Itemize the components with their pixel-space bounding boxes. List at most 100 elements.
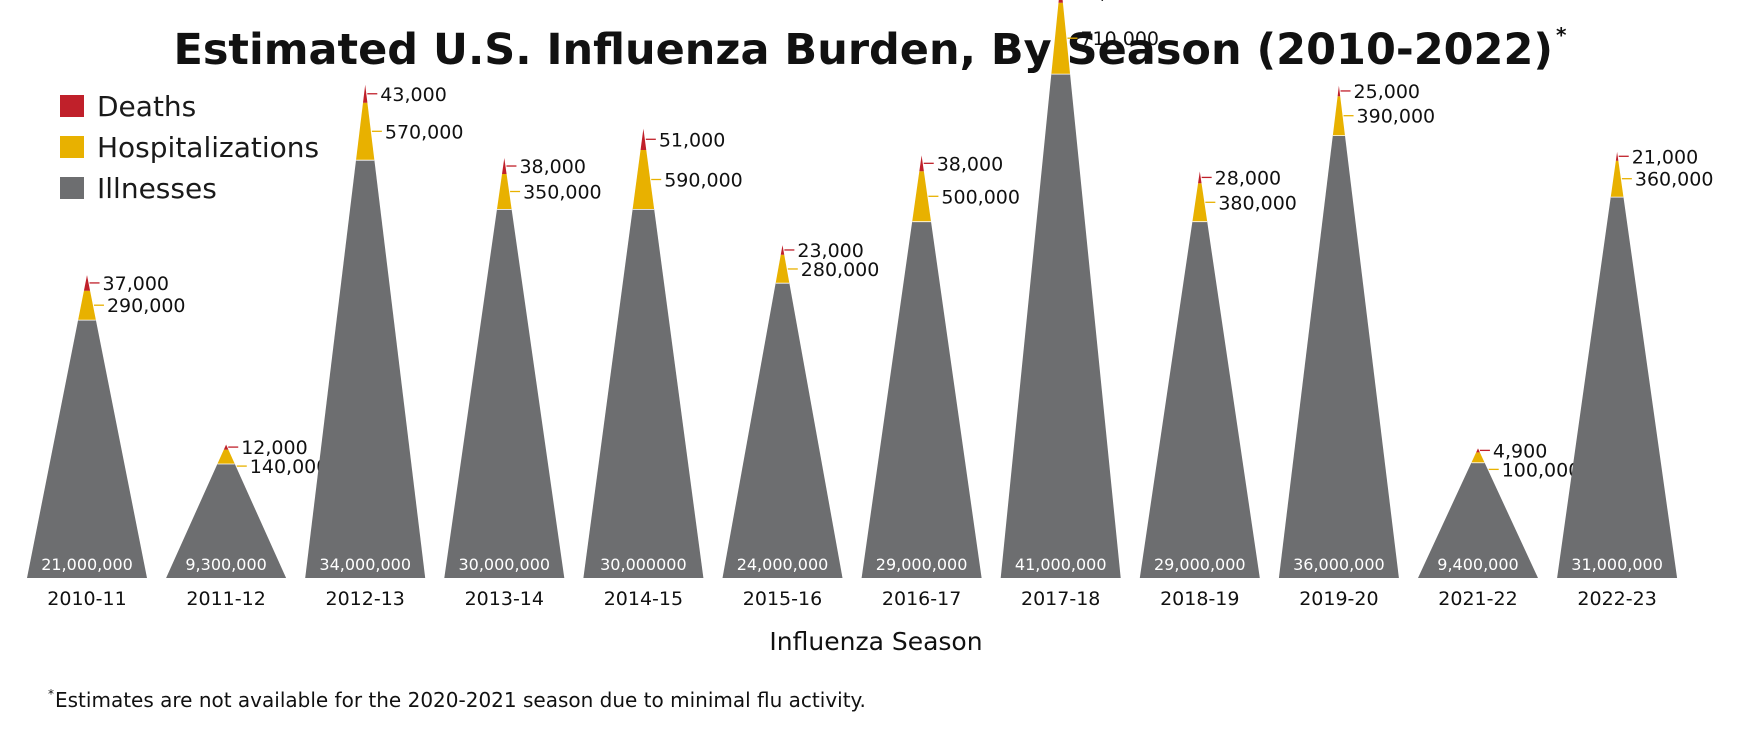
season-tick-label: 2012-13 [326, 588, 405, 610]
illness-value-label: 24,000,000 [737, 555, 829, 574]
chart-title-text: Estimated U.S. Influenza Burden, By Seas… [173, 25, 1553, 75]
legend: Deaths Hospitalizations Illnesses [60, 90, 319, 205]
legend-label-deaths: Deaths [97, 90, 196, 123]
death-value-label: 12,000 [241, 437, 307, 459]
hospitalization-mark [1051, 2, 1071, 74]
hospitalization-mark [356, 102, 375, 160]
death-mark [1476, 448, 1480, 453]
hospitalization-mark [78, 290, 96, 320]
hospitalization-mark [775, 254, 790, 283]
illness-mark [444, 209, 565, 578]
season-tick-label: 2021-22 [1438, 588, 1517, 610]
death-mark [780, 245, 785, 255]
legend-swatch-hospitalizations [60, 136, 84, 158]
season-tick-label: 2015-16 [743, 588, 822, 610]
death-mark [1198, 171, 1202, 184]
hospitalization-value-label: 590,000 [664, 170, 743, 192]
illness-mark [861, 221, 982, 579]
hospitalization-value-label: 390,000 [1357, 106, 1436, 128]
hospitalization-mark [217, 449, 235, 464]
death-mark [1337, 85, 1341, 97]
season-tick-label: 2019-20 [1299, 588, 1378, 610]
hospitalization-value-label: 280,000 [801, 259, 880, 281]
season-tick-label: 2016-17 [882, 588, 961, 610]
illness-value-label: 31,000,000 [1571, 555, 1663, 574]
season-tick-label: 2017-18 [1021, 588, 1100, 610]
legend-label-illnesses: Illnesses [97, 172, 217, 205]
death-mark [919, 155, 924, 172]
season-tick-label: 2014-15 [604, 588, 683, 610]
death-mark [83, 275, 91, 291]
illness-value-label: 29,000,000 [876, 555, 968, 574]
season-2013-14: 30,000,000 2013-14 38,000 350,000 [444, 156, 602, 610]
season-tick-label: 2011-12 [186, 588, 265, 610]
legend-swatch-deaths [60, 95, 84, 117]
hospitalization-mark [632, 150, 655, 209]
illness-mark [27, 319, 147, 578]
illness-value-label: 21,000,000 [41, 555, 133, 574]
hospitalization-mark [1192, 183, 1208, 222]
season-tick-label: 2018-19 [1160, 588, 1239, 610]
footnote-marker: * [48, 687, 54, 701]
illness-value-label: 29,000,000 [1154, 555, 1246, 574]
death-value-label: 52,000 [1076, 0, 1142, 4]
illness-mark [1139, 221, 1260, 579]
hospitalization-value-label: 380,000 [1218, 192, 1297, 214]
hospitalization-mark [1332, 96, 1345, 136]
illness-value-label: 36,000,000 [1293, 555, 1385, 574]
footnote-text: Estimates are not available for the 2020… [55, 688, 866, 712]
hospitalization-mark [497, 174, 512, 209]
illness-mark [722, 282, 843, 578]
footnote: *Estimates are not available for the 202… [48, 687, 866, 712]
hospitalization-mark [1610, 160, 1624, 197]
illness-value-label: 30,000000 [600, 555, 687, 574]
death-value-label: 23,000 [797, 240, 863, 262]
hospitalization-value-label: 350,000 [523, 182, 602, 204]
death-value-label: 21,000 [1632, 146, 1698, 168]
hospitalization-mark [912, 171, 931, 222]
death-mark [502, 158, 507, 174]
illness-value-label: 41,000,000 [1015, 555, 1107, 574]
season-tick-label: 2022-23 [1577, 588, 1656, 610]
hospitalization-value-label: 360,000 [1635, 169, 1714, 191]
legend-swatch-illnesses [60, 177, 84, 199]
season-2014-15: 30,000000 2014-15 51,000 590,000 [583, 128, 743, 610]
season-2018-19: 29,000,000 2018-19 28,000 380,000 [1139, 167, 1297, 610]
season-2016-17: 29,000,000 2016-17 38,000 500,000 [861, 153, 1020, 610]
illness-mark [305, 159, 426, 579]
hospitalization-value-label: 140,000 [250, 456, 329, 478]
x-axis-label: Influenza Season [769, 627, 982, 656]
hospitalization-value-label: 710,000 [1080, 28, 1159, 50]
death-value-label: 38,000 [519, 156, 585, 178]
hospitalization-value-label: 100,000 [1502, 459, 1581, 481]
death-value-label: 4,900 [1493, 440, 1547, 462]
legend-label-hospitalizations: Hospitalizations [97, 131, 319, 164]
illness-mark [1557, 196, 1678, 578]
illness-value-label: 34,000,000 [319, 555, 411, 574]
season-2017-18: 41,000,000 2017-18 52,000 710,000 [1000, 0, 1159, 610]
illness-mark [1000, 73, 1121, 578]
death-value-label: 37,000 [103, 273, 169, 295]
illness-value-label: 9,400,000 [1437, 555, 1518, 574]
death-mark [1058, 0, 1063, 3]
hospitalization-value-label: 570,000 [385, 121, 464, 143]
illness-value-label: 9,300,000 [185, 555, 266, 574]
hospitalization-value-label: 500,000 [941, 186, 1020, 208]
illness-value-label: 30,000,000 [458, 555, 550, 574]
death-mark [363, 84, 368, 103]
hospitalization-mark [1471, 452, 1485, 463]
illness-mark [583, 209, 704, 578]
season-2012-13: 34,000,000 2012-13 43,000 570,000 [305, 84, 463, 610]
chart-title: Estimated U.S. Influenza Burden, By Seas… [173, 23, 1567, 75]
illness-mark [1278, 135, 1399, 578]
death-value-label: 51,000 [659, 129, 725, 151]
death-value-label: 38,000 [937, 153, 1003, 175]
death-value-label: 28,000 [1215, 167, 1281, 189]
season-tick-label: 2013-14 [465, 588, 544, 610]
season-tick-label: 2010-11 [47, 588, 126, 610]
